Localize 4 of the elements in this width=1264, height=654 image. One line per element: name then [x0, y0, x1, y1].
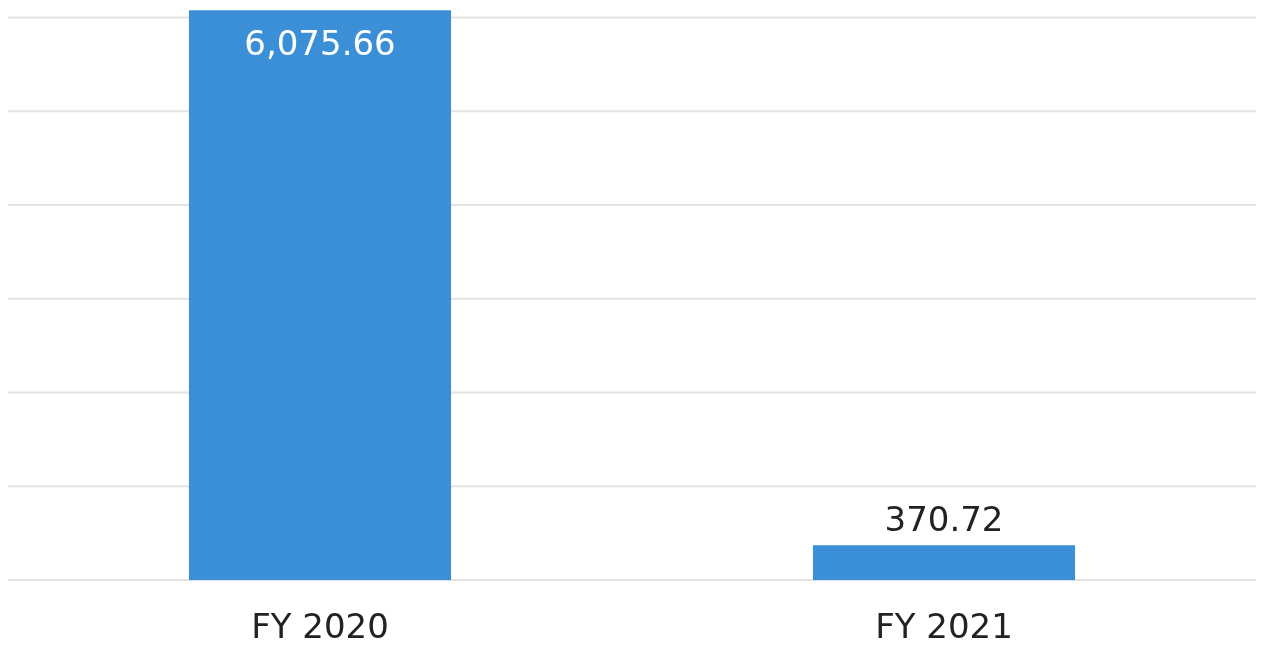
data-label: 6,075.66 — [244, 23, 396, 64]
x-tick-label: FY 2020 — [251, 606, 389, 646]
x-tick-label: FY 2021 — [875, 606, 1013, 646]
data-label: 370.72 — [884, 499, 1004, 540]
